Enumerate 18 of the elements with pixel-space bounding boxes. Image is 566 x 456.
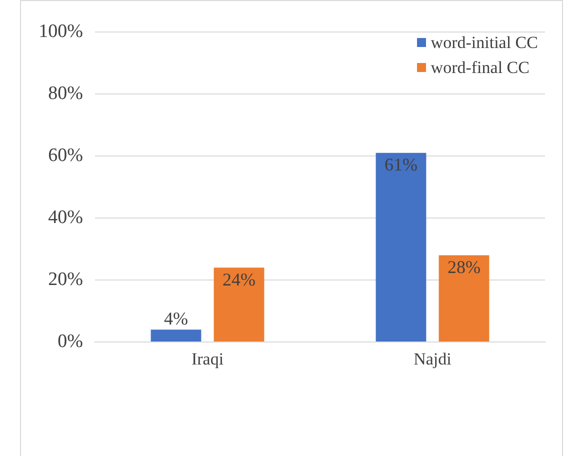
data-label: 61% [384,154,418,175]
data-label: 24% [222,269,256,290]
data-label: 4% [164,308,188,328]
bar [214,268,264,342]
x-tick-label: Najdi [414,350,452,369]
y-tick-label: 40% [48,206,84,228]
legend-label: word-initial CC [430,32,538,54]
y-tick-label: 80% [48,82,84,104]
data-label: 28% [448,256,480,277]
x-tick-label: Iraqi [191,350,224,369]
y-tick-label: 100% [38,20,84,42]
y-tick-label: 60% [48,144,84,166]
bar [376,152,426,342]
y-tick-label: 0% [58,330,84,352]
y-tick-label: 20% [48,268,84,290]
bar [438,255,490,342]
legend-label: word-final CC [430,57,530,79]
bar [150,330,202,342]
